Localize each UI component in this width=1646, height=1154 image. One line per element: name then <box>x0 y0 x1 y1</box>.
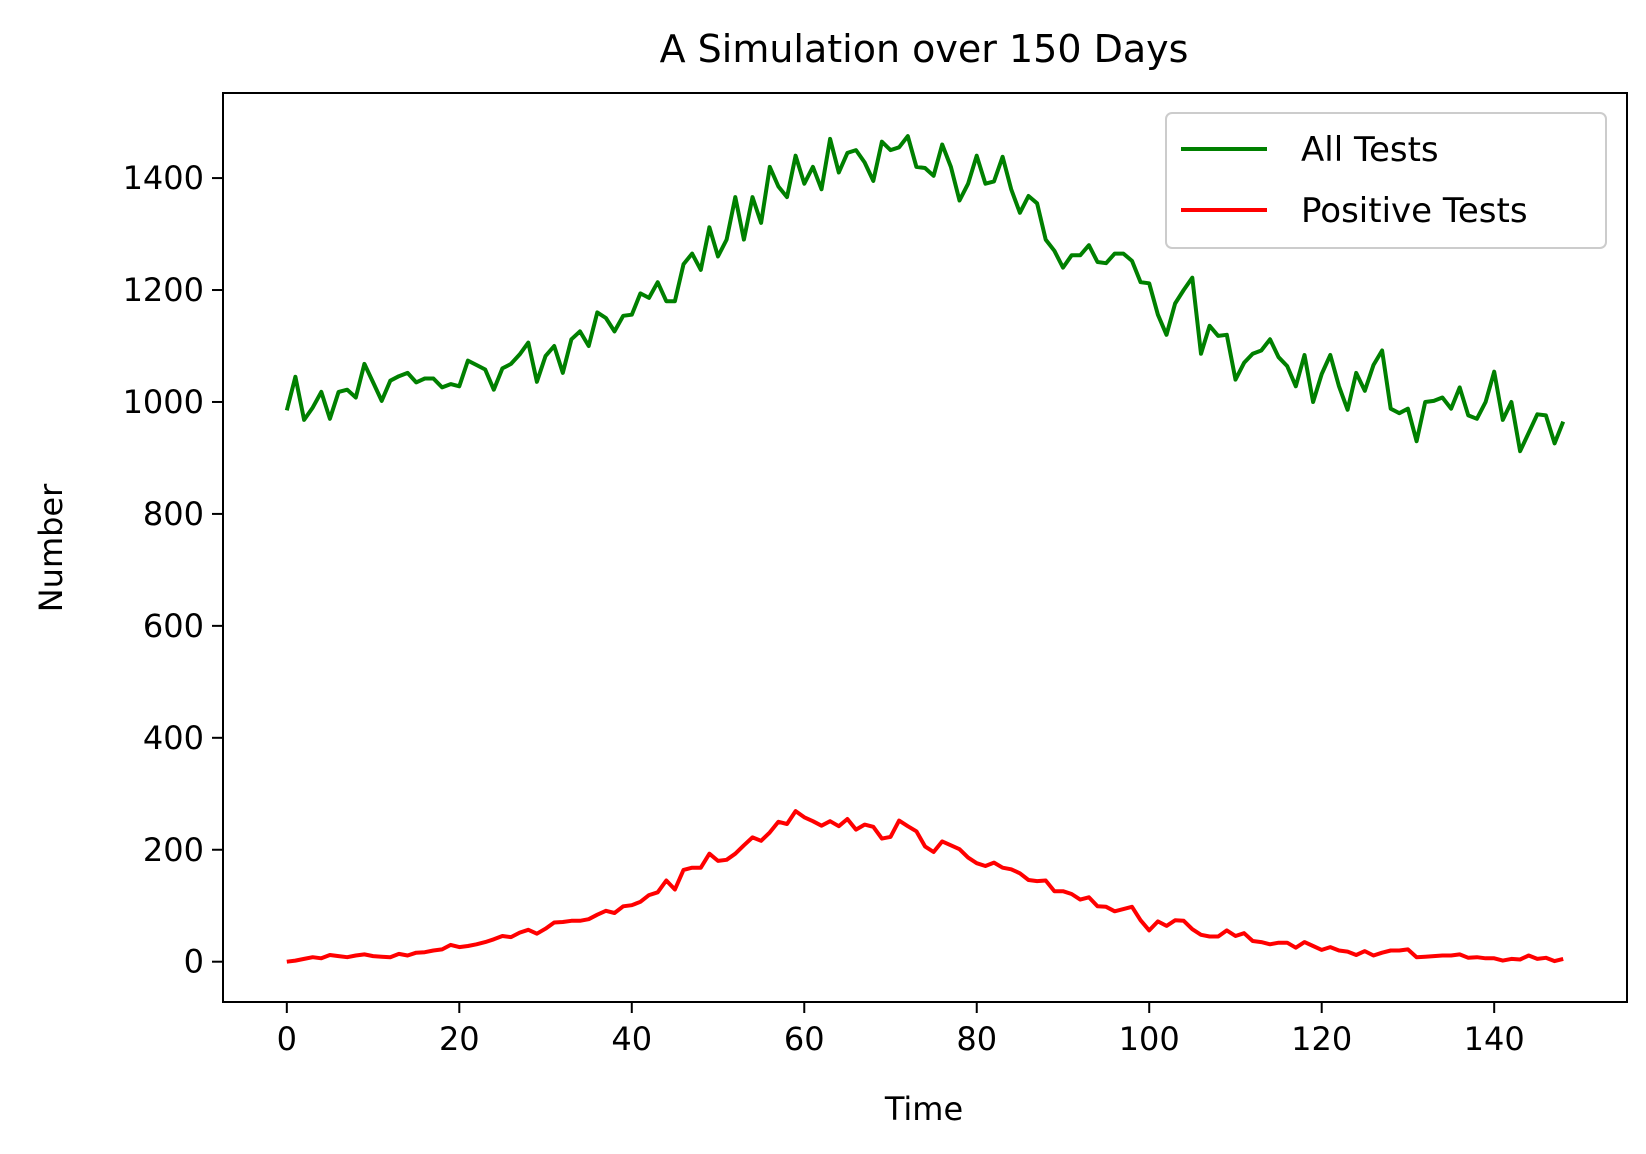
y-tick-label: 1200 <box>123 271 204 309</box>
x-tick-label: 20 <box>439 1020 480 1058</box>
x-tick-label: 40 <box>611 1020 652 1058</box>
x-tick-label: 140 <box>1464 1020 1525 1058</box>
legend: All Tests Positive Tests <box>1165 112 1607 249</box>
y-tick-label: 0 <box>184 943 204 981</box>
chart-title: A Simulation over 150 Days <box>660 27 1189 71</box>
y-tick-label: 400 <box>143 719 204 757</box>
series-line-all-tests <box>284 134 1566 454</box>
legend-box <box>1165 112 1607 249</box>
series-lines <box>284 134 1566 964</box>
x-tick-label: 120 <box>1291 1020 1352 1058</box>
x-tick-label: 0 <box>277 1020 297 1058</box>
x-axis-ticks: 0 20 40 60 80 100 120 140 <box>277 1002 1525 1058</box>
x-tick-label: 60 <box>784 1020 825 1058</box>
legend-label-all-tests: All Tests <box>1301 130 1439 170</box>
y-tick-label: 1400 <box>123 159 204 197</box>
y-tick-label: 600 <box>143 607 204 645</box>
y-axis-label: Number <box>32 483 70 612</box>
x-tick-label: 100 <box>1119 1020 1180 1058</box>
y-axis-ticks: 0 200 400 600 800 1000 1200 1400 <box>123 159 223 981</box>
y-tick-label: 800 <box>143 495 204 533</box>
plot-frame <box>222 92 1628 1003</box>
x-tick-label: 80 <box>956 1020 997 1058</box>
y-tick-label: 200 <box>143 831 204 869</box>
x-axis-label: Time <box>884 1090 963 1128</box>
series-line-positive-tests <box>286 809 1564 964</box>
legend-label-positive-tests: Positive Tests <box>1301 191 1528 231</box>
y-tick-label: 1000 <box>123 383 204 421</box>
